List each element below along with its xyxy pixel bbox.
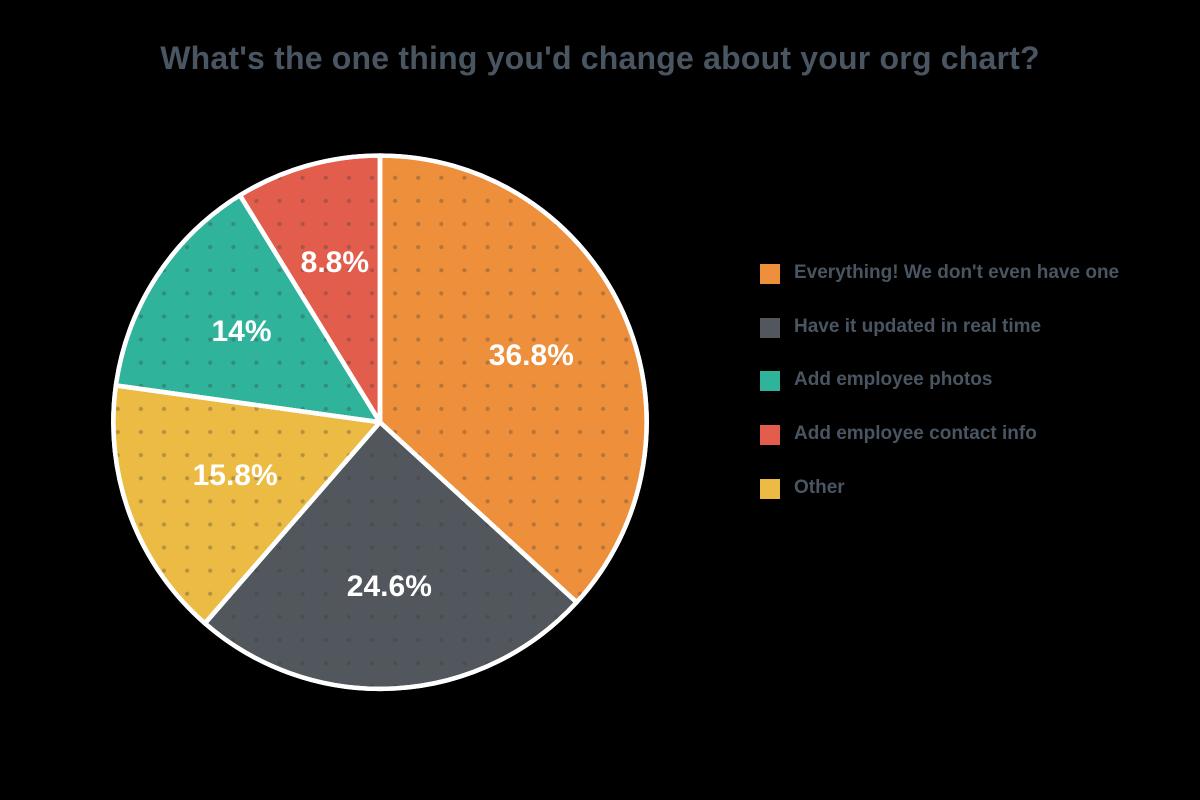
legend-label: Other — [794, 475, 845, 501]
pie-chart: 36.8% 24.6% 15.8% 14% 8.8% — [60, 120, 700, 760]
legend-swatch — [760, 264, 780, 284]
slice-value-label: 8.8% — [301, 246, 369, 280]
chart-container: What's the one thing you'd change about … — [0, 0, 1200, 800]
legend-swatch — [760, 371, 780, 391]
slice-value-label: 24.6% — [347, 570, 432, 604]
legend: Everything! We don't even have one Have i… — [760, 260, 1160, 528]
slice-value-label: 36.8% — [489, 339, 574, 373]
legend-item: Have it updated in real time — [760, 314, 1160, 340]
legend-item: Add employee contact info — [760, 421, 1160, 447]
legend-swatch — [760, 425, 780, 445]
legend-swatch — [760, 479, 780, 499]
legend-item: Add employee photos — [760, 367, 1160, 393]
legend-label: Have it updated in real time — [794, 314, 1041, 340]
legend-label: Everything! We don't even have one — [794, 260, 1119, 286]
legend-item: Other — [760, 475, 1160, 501]
chart-title: What's the one thing you'd change about … — [0, 40, 1200, 77]
legend-label: Add employee contact info — [794, 421, 1037, 447]
legend-label: Add employee photos — [794, 367, 992, 393]
slice-value-label: 14% — [211, 315, 271, 349]
legend-swatch — [760, 318, 780, 338]
slice-value-label: 15.8% — [193, 459, 278, 493]
legend-item: Everything! We don't even have one — [760, 260, 1160, 286]
pie-svg — [60, 120, 700, 760]
